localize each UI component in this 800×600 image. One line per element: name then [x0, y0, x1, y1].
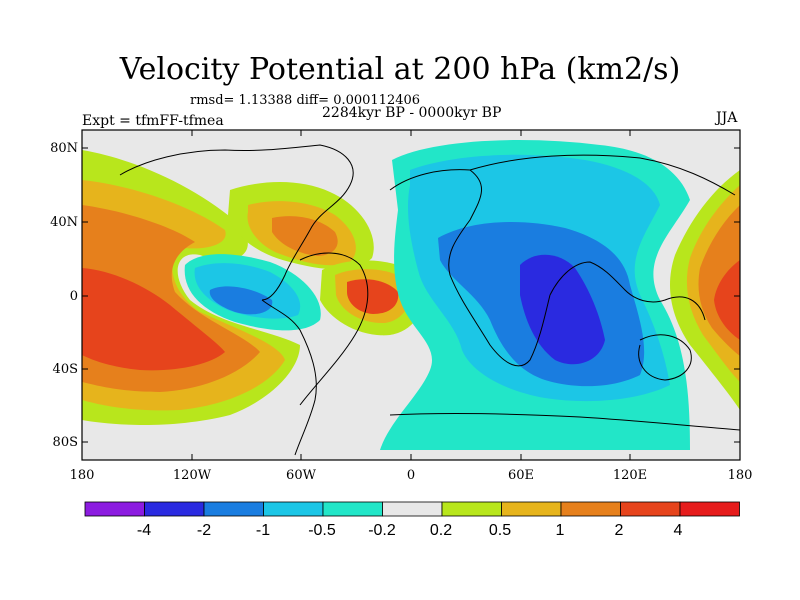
colorbar-label: -4: [136, 522, 152, 539]
coastlines: [119, 144, 740, 456]
colorbar-label: 4: [673, 522, 683, 539]
lon-label-60w: 60W: [286, 468, 316, 483]
colorbar-label: -0.2: [368, 522, 396, 539]
colorbar-label: -0.5: [308, 522, 336, 539]
colorbar-box: [441, 501, 502, 517]
axis-ticks: [81, 130, 741, 460]
experiment-label: Expt = tfmFF-tfmea: [82, 113, 224, 129]
lon-label-180w: 180: [69, 468, 95, 483]
lon-label-120e: 120E: [612, 468, 648, 483]
map-plot: [82, 130, 740, 460]
colorbar-box: [501, 501, 562, 517]
colorbar-label: 0.2: [429, 522, 453, 539]
period-label: 2284kyr BP - 0000kyr BP: [322, 105, 502, 121]
colorbar-box: [560, 501, 621, 517]
colorbar-label: 2: [614, 522, 624, 539]
colorbar-box: [679, 501, 740, 517]
colorbar-label: -2: [196, 522, 212, 539]
contours-westpacific-positive: [670, 170, 740, 410]
contours-pacific-positive: [82, 150, 300, 425]
colorbar-label: 1: [555, 522, 565, 539]
season-label: JJA: [716, 110, 738, 126]
colorbar-box: [263, 501, 324, 517]
colorbar-box: [620, 501, 681, 517]
lat-label-40n: 40N: [50, 215, 78, 230]
colorbar-box: [144, 501, 205, 517]
colorbar-box: [382, 501, 443, 517]
lat-label-0: 0: [69, 289, 78, 304]
lon-label-60e: 60E: [507, 468, 535, 483]
contours-indian-negative: [380, 140, 690, 450]
lat-label-40s: 40S: [52, 362, 78, 377]
colorbar-box: [84, 501, 145, 517]
contours-eastpacific-negative: [184, 254, 321, 331]
colorbar-label: -1: [255, 522, 271, 539]
colorbar-label: 0.5: [488, 522, 512, 539]
lat-label-80s: 80S: [52, 435, 78, 450]
lon-label-180e: 180: [727, 468, 753, 483]
colorbar: [84, 501, 740, 517]
lat-label-80n: 80N: [50, 141, 78, 156]
colorbar-box: [203, 501, 264, 517]
map-title: Velocity Potential at 200 hPa (km2/s): [119, 52, 681, 87]
stats-label: rmsd= 1.13388 diff= 0.000112406: [190, 93, 421, 108]
lon-label-0: 0: [406, 468, 416, 483]
lon-label-120w: 120W: [172, 468, 212, 483]
colorbar-box: [322, 501, 383, 517]
